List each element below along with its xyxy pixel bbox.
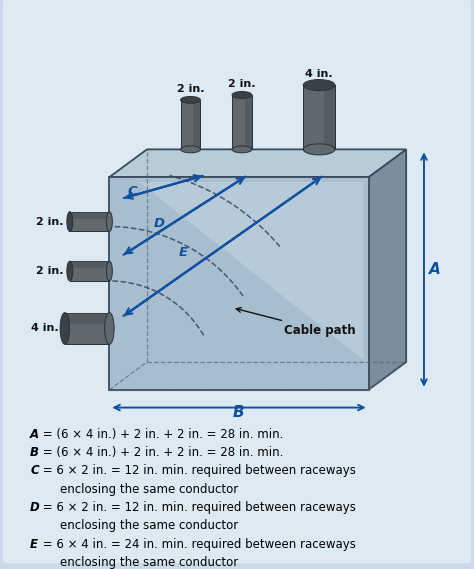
Polygon shape: [193, 100, 201, 150]
Text: 2 in.: 2 in.: [177, 84, 204, 94]
Text: Cable path: Cable path: [236, 308, 356, 337]
Polygon shape: [70, 261, 109, 281]
Text: = 6 × 4 in. = 24 in. min. required between raceways: = 6 × 4 in. = 24 in. min. required betwe…: [39, 538, 356, 551]
Text: = 6 × 2 in. = 12 in. min. required between raceways: = 6 × 2 in. = 12 in. min. required betwe…: [39, 501, 356, 514]
Polygon shape: [65, 312, 109, 344]
Text: B: B: [30, 446, 39, 459]
Polygon shape: [369, 150, 406, 390]
Ellipse shape: [303, 144, 335, 155]
Polygon shape: [70, 212, 109, 218]
Ellipse shape: [107, 261, 112, 281]
Text: B: B: [233, 406, 245, 420]
Text: = (6 × 4 in.) + 2 in. + 2 in. = 28 in. min.: = (6 × 4 in.) + 2 in. + 2 in. = 28 in. m…: [39, 446, 283, 459]
Text: A: A: [30, 428, 39, 441]
Text: 2 in.: 2 in.: [36, 217, 64, 226]
Ellipse shape: [303, 80, 335, 90]
Ellipse shape: [232, 92, 252, 98]
Ellipse shape: [67, 212, 73, 232]
Polygon shape: [324, 85, 335, 150]
Polygon shape: [139, 182, 364, 360]
Text: C: C: [30, 464, 39, 477]
Text: E: E: [179, 246, 188, 259]
Polygon shape: [181, 100, 201, 150]
Polygon shape: [245, 95, 252, 150]
Text: = 6 × 2 in. = 12 in. min. required between raceways: = 6 × 2 in. = 12 in. min. required betwe…: [39, 464, 356, 477]
Text: enclosing the same conductor: enclosing the same conductor: [30, 556, 238, 569]
Ellipse shape: [181, 97, 201, 104]
Ellipse shape: [60, 312, 70, 344]
Polygon shape: [232, 95, 252, 150]
Text: 2 in.: 2 in.: [228, 79, 255, 89]
Ellipse shape: [232, 146, 252, 153]
Text: D: D: [154, 217, 165, 229]
Ellipse shape: [67, 261, 73, 281]
Text: E: E: [30, 538, 38, 551]
Polygon shape: [70, 261, 109, 268]
Text: C: C: [127, 185, 137, 198]
Polygon shape: [109, 177, 369, 390]
Ellipse shape: [107, 212, 112, 232]
Polygon shape: [70, 212, 109, 232]
Text: 2 in.: 2 in.: [36, 266, 64, 276]
Text: enclosing the same conductor: enclosing the same conductor: [30, 519, 238, 532]
Text: D: D: [30, 501, 40, 514]
Text: = (6 × 4 in.) + 2 in. + 2 in. = 28 in. min.: = (6 × 4 in.) + 2 in. + 2 in. = 28 in. m…: [39, 428, 283, 441]
Text: enclosing the same conductor: enclosing the same conductor: [30, 483, 238, 496]
Text: 4 in.: 4 in.: [305, 69, 333, 79]
Polygon shape: [109, 150, 406, 177]
Polygon shape: [65, 312, 109, 324]
Polygon shape: [303, 85, 335, 150]
Text: 4 in.: 4 in.: [31, 323, 59, 333]
Text: A: A: [429, 262, 441, 277]
Ellipse shape: [105, 312, 114, 344]
Ellipse shape: [181, 146, 201, 153]
